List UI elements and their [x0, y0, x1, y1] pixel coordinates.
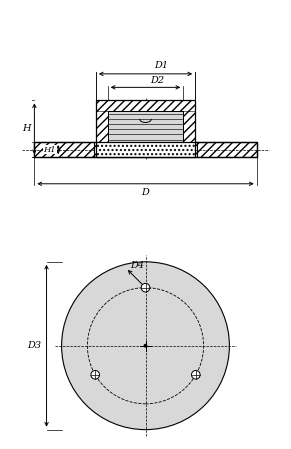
Bar [34, 142, 257, 157]
Bar [96, 142, 195, 157]
Circle shape [191, 370, 200, 379]
Text: H1: H1 [44, 145, 56, 154]
Circle shape [143, 343, 148, 349]
Bar [96, 101, 195, 157]
Bar [183, 101, 195, 157]
Circle shape [138, 338, 153, 353]
Circle shape [62, 262, 229, 430]
Bar [96, 101, 108, 157]
Bar [96, 101, 195, 111]
Bar [108, 111, 183, 142]
Circle shape [127, 328, 164, 364]
Bar [183, 101, 195, 157]
Circle shape [115, 315, 176, 377]
Text: H: H [22, 124, 31, 133]
Bar [108, 111, 183, 142]
Circle shape [141, 283, 150, 292]
Text: D: D [141, 188, 150, 197]
Text: D1: D1 [154, 61, 168, 70]
Circle shape [143, 344, 148, 348]
Bar [34, 142, 257, 157]
Circle shape [91, 370, 100, 379]
Text: D4: D4 [130, 261, 144, 270]
Circle shape [87, 288, 204, 404]
Text: D2: D2 [150, 76, 164, 85]
Text: D3: D3 [27, 341, 42, 350]
Bar [96, 142, 195, 157]
Bar [96, 101, 108, 157]
Circle shape [100, 300, 191, 391]
Bar [34, 142, 257, 157]
Bar [96, 101, 195, 111]
Circle shape [72, 272, 219, 420]
